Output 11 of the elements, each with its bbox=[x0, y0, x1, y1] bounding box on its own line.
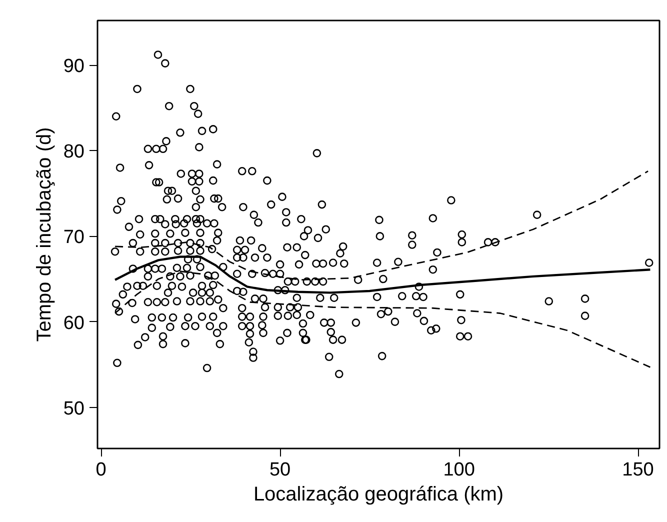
y-tick-label: 70 bbox=[63, 227, 85, 248]
x-tick-label: 0 bbox=[96, 460, 106, 480]
y-tick-label: 50 bbox=[63, 398, 85, 420]
y-tick-label: 90 bbox=[63, 56, 85, 78]
y-axis-title: Tempo de incubação (d) bbox=[33, 127, 56, 342]
y-tick-label: 60 bbox=[63, 312, 85, 334]
x-tick-label: 100 bbox=[443, 460, 475, 480]
x-tick-label: 50 bbox=[269, 460, 291, 480]
y-tick-label: 80 bbox=[63, 142, 85, 163]
x-tick-label: 150 bbox=[622, 460, 654, 480]
x-axis-title: Localização geográfica (km) bbox=[253, 484, 504, 506]
